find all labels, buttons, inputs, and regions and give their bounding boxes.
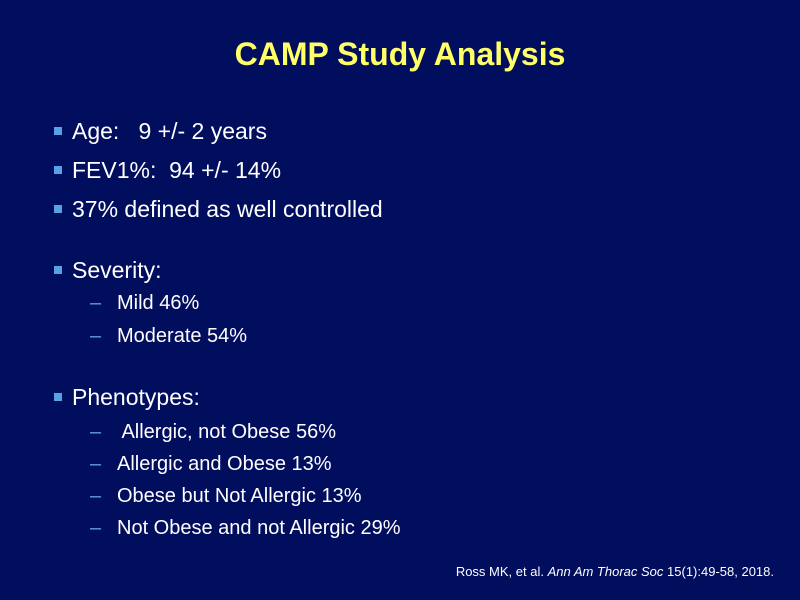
bullet-well-controlled: 37% defined as well controlled: [72, 196, 383, 222]
bullet-square-icon: [54, 266, 62, 274]
dash-marker: –: [90, 421, 102, 443]
severity-mild: Mild 46%: [117, 292, 200, 314]
bullet-phenotypes: Phenotypes:: [72, 384, 200, 410]
citation-journal: Ann Am Thorac Soc: [547, 564, 664, 579]
slide-title: CAMP Study Analysis: [234, 36, 566, 72]
phenotype-obese-not-allergic: Obese but Not Allergic 13%: [117, 485, 362, 507]
dash-marker: –: [90, 485, 102, 507]
bullet-severity: Severity:: [72, 257, 162, 283]
dash-marker: –: [90, 453, 102, 475]
citation-details: 15(1):49-58, 2018.: [663, 564, 774, 579]
phenotype-allergic-and-obese: Allergic and Obese 13%: [117, 453, 332, 475]
dash-marker: –: [90, 325, 102, 347]
phenotype-not-obese-not-allergic: Not Obese and not Allergic 29%: [117, 517, 401, 539]
bullet-square-icon: [54, 166, 62, 174]
bullet-square-icon: [54, 127, 62, 135]
phenotype-allergic-not-obese: Allergic, not Obese 56%: [117, 421, 337, 443]
bullet-square-icon: [54, 393, 62, 401]
bullet-fev1: FEV1%: 94 +/- 14%: [72, 157, 282, 183]
dash-marker: –: [90, 517, 102, 539]
bullet-age: Age: 9 +/- 2 years: [72, 118, 267, 144]
dash-marker: –: [90, 292, 102, 314]
citation: Ross MK, et al. Ann Am Thorac Soc 15(1):…: [456, 564, 774, 580]
bullet-square-icon: [54, 205, 62, 213]
severity-moderate: Moderate 54%: [117, 325, 248, 347]
citation-authors: Ross MK, et al.: [455, 564, 548, 579]
